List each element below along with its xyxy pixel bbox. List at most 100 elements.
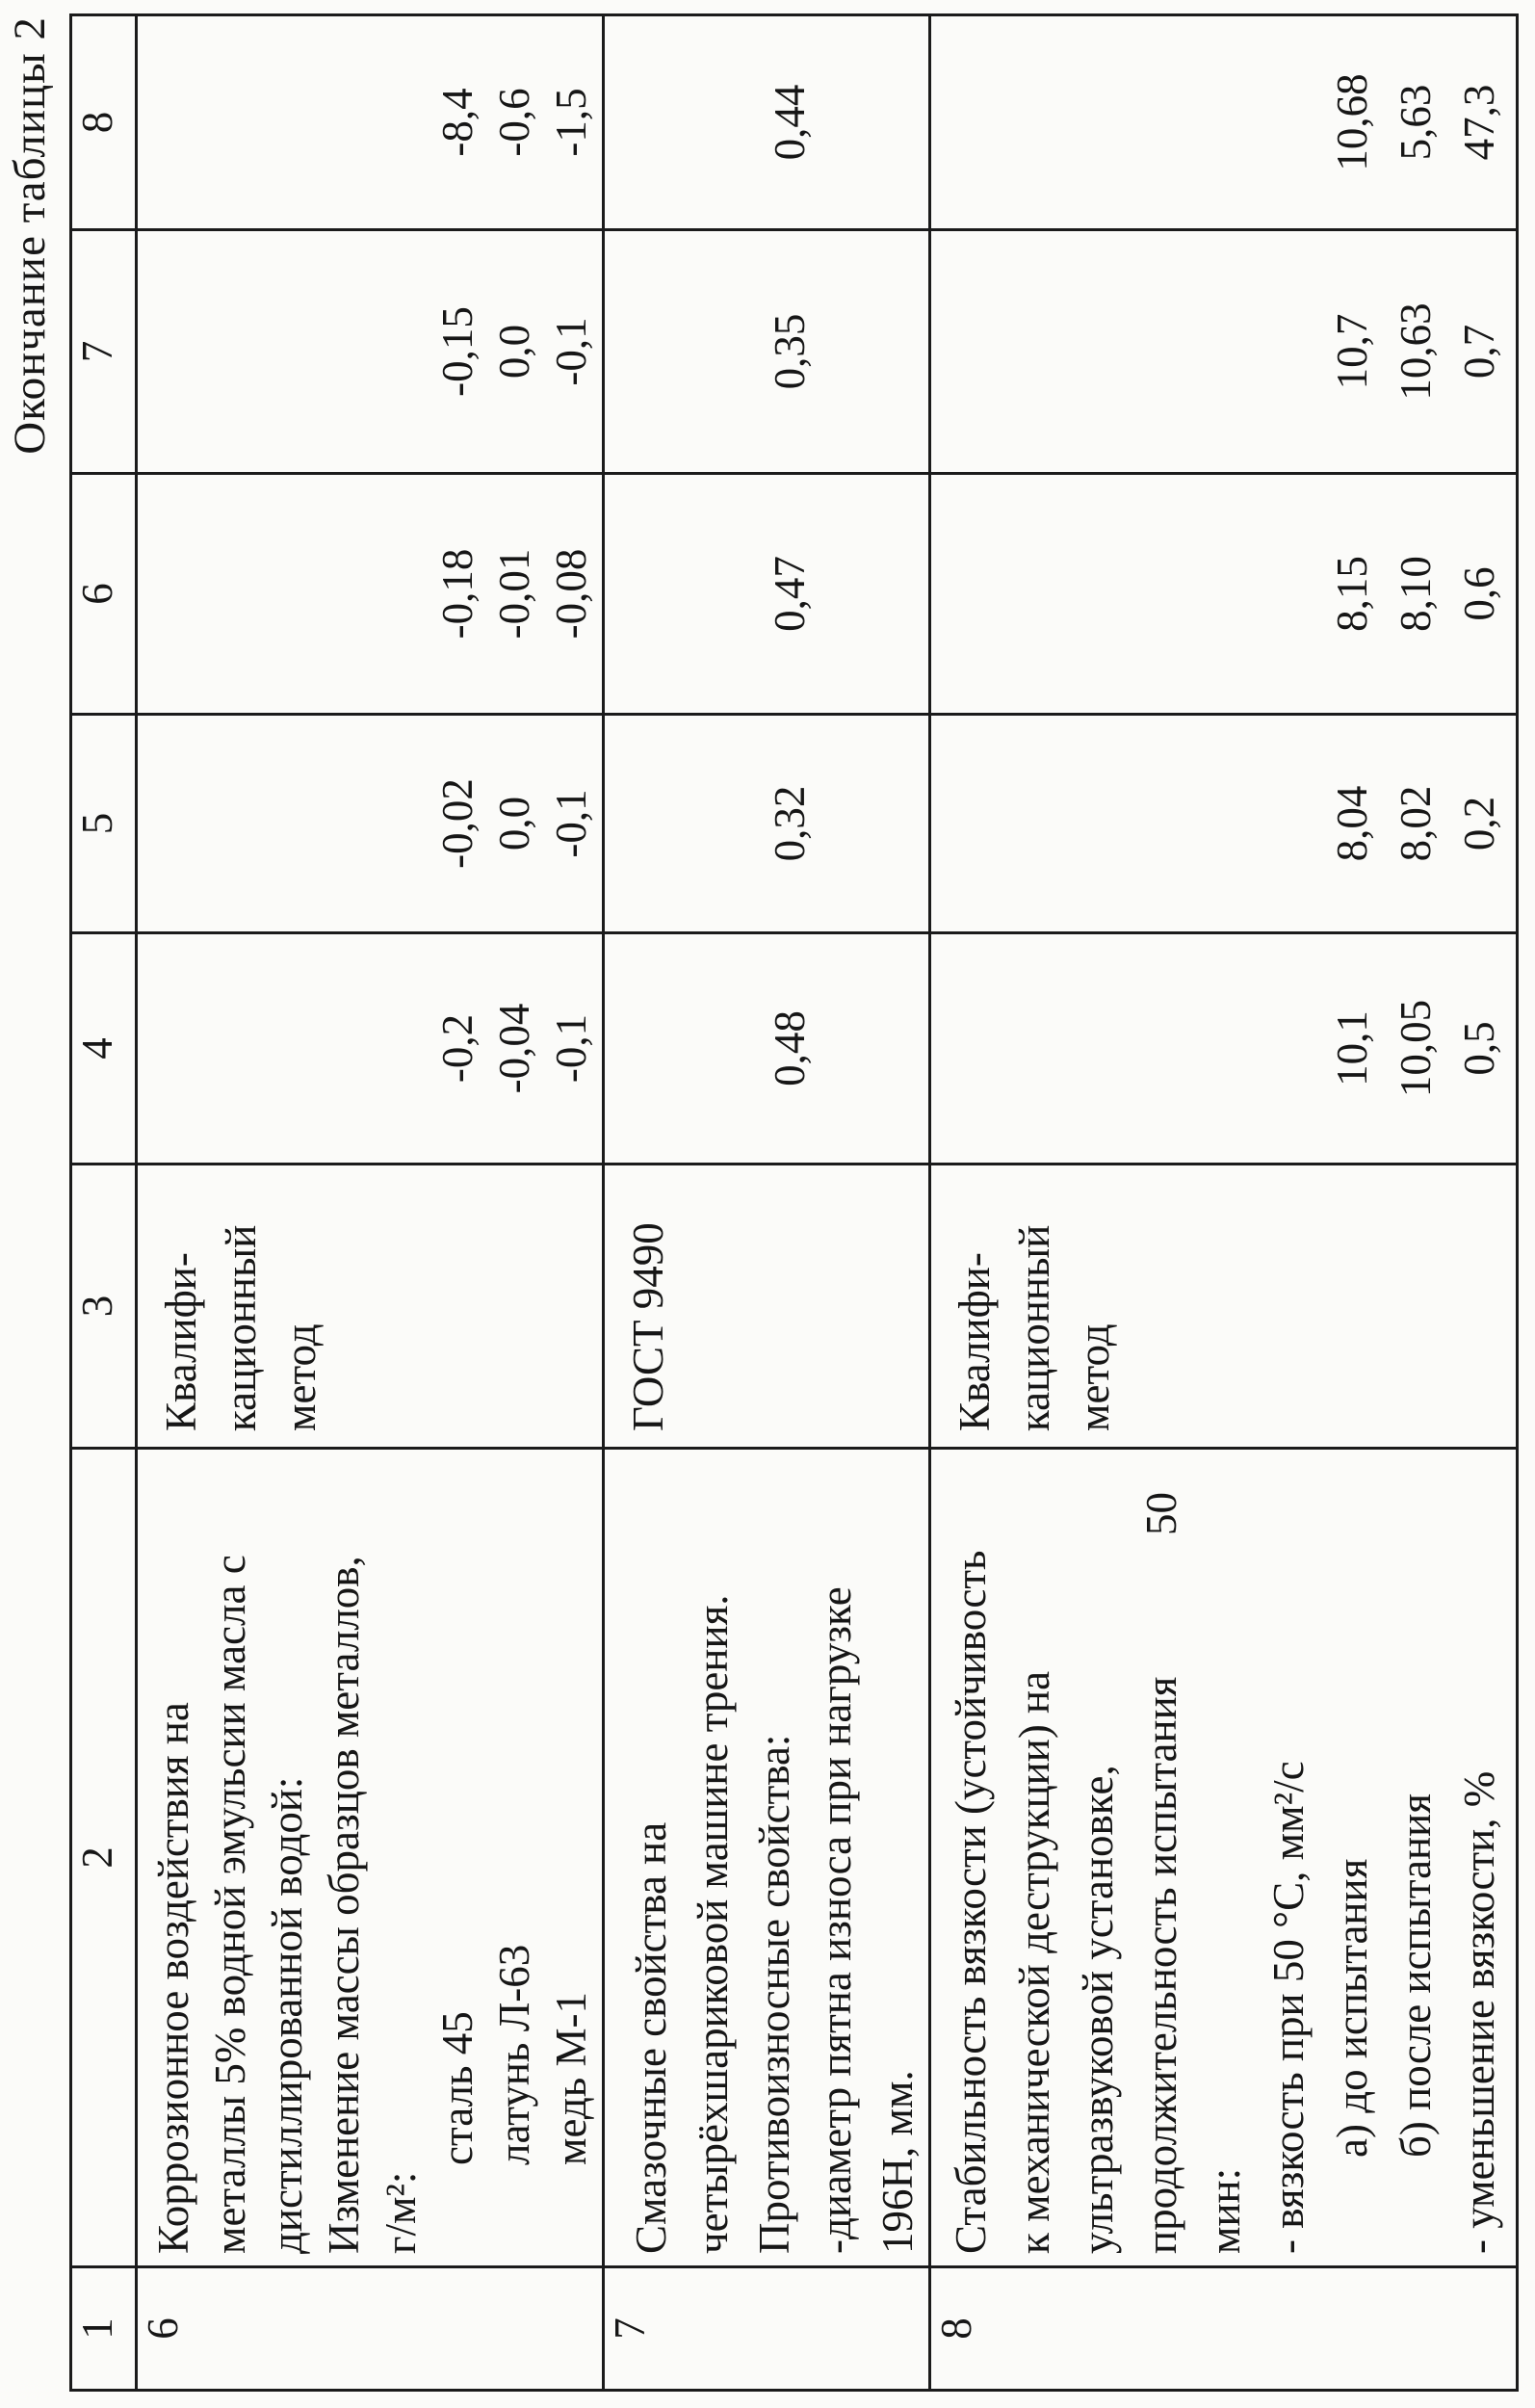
row-number: 7 [603,2266,930,2391]
param-line-before: а) до испытания [1328,1858,1376,2158]
param-text: Смазочные свойства на четырёхшариковой м… [605,1450,928,2265]
param-line: Стабильность вязкости (устойчивость [947,1550,995,2254]
param-line: четырёхшариковой машине трения. [689,1594,737,2254]
param-line: дистиллированной водой: [263,1776,311,2254]
param-line: мин: [1201,2167,1249,2254]
method-text: Квалифи- кационный метод [138,1165,330,1447]
header-cell-5: 5 [70,714,137,933]
value: -0,2 [433,1013,481,1084]
value: 8,04 [1328,785,1376,862]
value-cell-col5: 8,04 8,02 0,2 [929,714,1518,933]
value: -0,1 [547,789,595,858]
param-cell: Стабильность вязкости (устойчивость к ме… [929,1448,1518,2267]
value: 0,2 [1455,796,1503,851]
param-line: металлы 5% водной эмульсии масла с [206,1555,254,2254]
value-cell-col6: 8,15 8,10 0,6 [929,473,1518,715]
value: 0,48 [766,1010,814,1086]
param-line-copper: медь М-1 [547,1991,595,2165]
method-text: ГОСТ 9490 [605,1165,678,1447]
value: 0,47 [766,556,814,632]
param-cell: Коррозионное воздействия на металлы 5% в… [136,1448,604,2267]
value-cell-col7: 10,7 10,63 0,7 [929,229,1518,474]
table-row-7: 7 Смазочные свойства на четырёхшариковой… [603,14,930,2391]
value-cell-col4: -0,2 -0,04 -0,1 [136,932,604,1165]
param-line-decrease: - уменьшение вязкости, % [1455,1770,1503,2254]
method-cell: Квалифи- кационный метод [929,1164,1518,1449]
method-line: кационный [1010,1224,1058,1431]
value-cell-col5: 0,32 [603,714,930,933]
value: -8,4 [433,88,481,157]
row-number: 6 [136,2266,604,2391]
value-cell-col8: 0,44 [603,14,930,230]
param-text: Стабильность вязкости (устойчивость к ме… [931,1450,1511,2265]
table-row-6: 6 Коррозионное воздействия на металлы 5%… [136,14,604,2391]
param-line: к механической деструкции) на [1010,1670,1058,2254]
value: 8,15 [1328,556,1376,632]
value: 47,3 [1455,84,1503,161]
value: -1,5 [547,88,595,157]
value-cell-col7: 0,35 [603,229,930,474]
value-cell-col5: -0,02 0,0 -0,1 [136,714,604,933]
method-cell: Квалифи- кационный метод [136,1164,604,1449]
param-line-steel: сталь 45 [433,2011,481,2165]
param-line: - вязкость при 50 °С, мм²/с [1264,1761,1313,2254]
value: 10,05 [1392,999,1440,1098]
value: 10,63 [1392,302,1440,401]
value: 8,02 [1392,785,1440,862]
value: 0,35 [766,313,814,390]
value: -0,18 [433,548,481,640]
table-caption: Окончание таблицы 2 [5,16,55,455]
row-number: 8 [929,2266,1518,2391]
value-cell-col8: -8,4 -0,6 -1,5 [136,14,604,230]
method-line: Квалифи- [950,1252,999,1431]
results-table: 1 2 3 4 5 6 7 8 6 Коррозионное воздейств… [69,13,1519,2392]
value: -0,1 [547,317,595,386]
table-row-8: 8 Стабильность вязкости (устойчивость к … [929,14,1518,2391]
value: -0,04 [490,1003,538,1094]
param-line: ультразвуковой установке, [1074,1765,1122,2254]
value: 8,10 [1392,556,1440,632]
value: 0,44 [766,84,814,161]
value-cell-col6: 0,47 [603,473,930,715]
header-cell-7: 7 [70,229,137,474]
param-line: Изменение массы образцов металлов, [320,1556,368,2254]
header-cell-4: 4 [70,932,137,1165]
method-text: Квалифи- кационный метод [931,1165,1124,1447]
param-line-duration: продолжительность испытания 50 [1130,1455,1193,2254]
method-line: метод [276,1323,325,1431]
value: 5,63 [1392,84,1440,161]
param-line-after: б) после испытания [1392,1793,1440,2158]
param-line: -диаметр пятна износа при нагрузке [812,1586,860,2254]
method-cell: ГОСТ 9490 [603,1164,930,1449]
param-cell: Смазочные свойства на четырёхшариковой м… [603,1448,930,2267]
value: 0,6 [1455,566,1503,621]
method-line: метод [1070,1323,1118,1431]
value-cell-col6: -0,18 -0,01 -0,08 [136,473,604,715]
param-text: Коррозионное воздействия на металлы 5% в… [138,1450,600,2265]
header-row: 1 2 3 4 5 6 7 8 [70,14,137,2391]
method-line: ГОСТ 9490 [624,1222,672,1431]
value: 0,32 [766,785,814,862]
value-cell-col7: -0,15 0,0 -0,1 [136,229,604,474]
param-line-brass: латунь Л-63 [490,1944,538,2165]
value: 10,68 [1328,73,1376,171]
value: -0,01 [490,548,538,640]
value: -0,15 [433,306,481,397]
value-cell-col4: 10,1 10,05 0,5 [929,932,1518,1165]
value: -0,08 [547,548,595,640]
value: 0,7 [1455,324,1503,380]
param-line: Коррозионное воздействия на [149,1702,197,2254]
param-line: 196Н, мм. [873,2070,922,2254]
value: 0,0 [490,324,538,380]
value: -0,1 [547,1013,595,1084]
value: 10,7 [1328,313,1376,390]
value: -0,02 [433,778,481,869]
param-line: Противоизносные свойства: [750,1734,798,2254]
header-cell-6: 6 [70,473,137,715]
duration-value: 50 [1137,1492,1185,1535]
header-cell-1: 1 [70,2266,137,2391]
header-cell-8: 8 [70,14,137,230]
value-cell-col8: 10,68 5,63 47,3 [929,14,1518,230]
value-cell-col4: 0,48 [603,932,930,1165]
